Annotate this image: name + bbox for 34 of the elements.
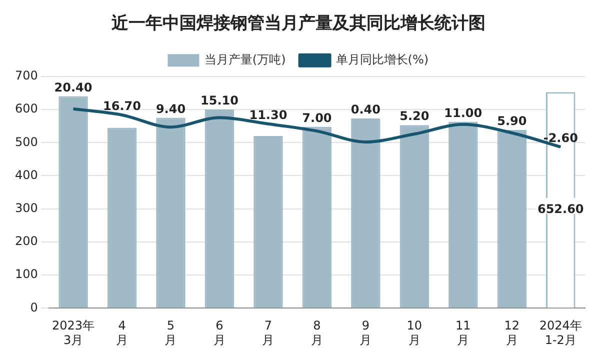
x-tick-label: 2024年1-2月	[539, 318, 582, 347]
x-tick-label: 12月	[504, 318, 520, 347]
data-label: 9.40	[156, 102, 186, 116]
x-tick-label: 2023年3月	[52, 318, 95, 347]
data-label: 11.00	[444, 106, 482, 120]
x-tick-label: 10月	[406, 318, 422, 347]
x-tick-label: 11月	[456, 318, 471, 347]
y-tick-label: 200	[15, 234, 38, 248]
data-label: 15.10	[200, 94, 238, 108]
data-label: 5.90	[497, 114, 527, 128]
y-tick-label: 600	[15, 102, 38, 116]
data-label: -2.60	[543, 131, 578, 146]
y-tick-label: 700	[15, 68, 38, 83]
y-tick-label: 400	[15, 168, 38, 182]
legend-label: 单月同比增长(%)	[336, 52, 429, 67]
data-label: 7.00	[302, 110, 332, 125]
x-tick-label: 5月	[164, 318, 177, 347]
x-tick-label: 7月	[262, 318, 274, 347]
data-label: 5.20	[400, 109, 430, 124]
legend-label: 当月产量(万吨)	[204, 52, 286, 67]
data-label: 20.40	[54, 80, 92, 94]
y-tick-label: 500	[15, 134, 38, 149]
data-label: 16.70	[103, 99, 141, 114]
x-tick-label: 8月	[310, 318, 323, 347]
data-label: 11.30	[249, 108, 288, 122]
y-tick-label: 300	[15, 200, 38, 215]
x-tick-label: 9月	[360, 318, 372, 347]
chart-title: 近一年中国焊接钢管当月产量及其同比增长统计图	[110, 14, 486, 34]
y-tick-label: 100	[15, 267, 38, 282]
data-label: 652.60	[537, 202, 584, 216]
x-tick-label: 6月	[213, 318, 226, 347]
y-tick-label: 0	[30, 300, 38, 314]
x-tick-label: 4月	[116, 318, 128, 347]
data-label: 0.40	[350, 102, 380, 117]
